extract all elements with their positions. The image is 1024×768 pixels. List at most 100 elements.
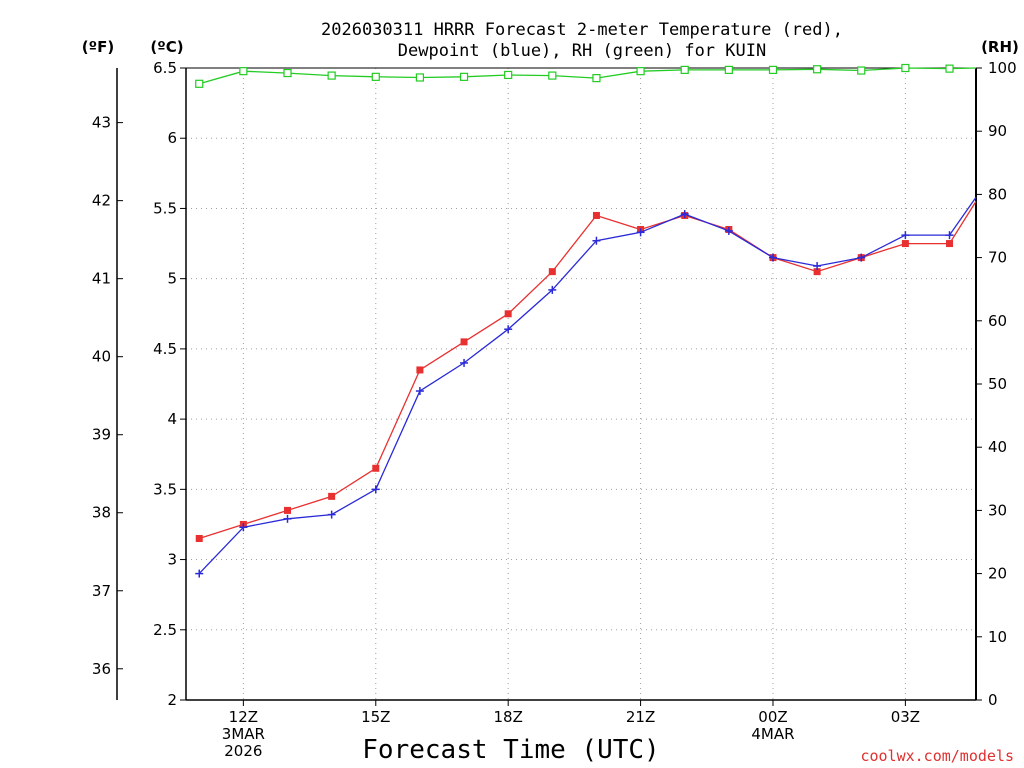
c-tick-label: 5.5 — [153, 199, 177, 217]
dewpoint-point — [415, 387, 424, 396]
c-tick-label: 2 — [167, 691, 177, 709]
rh-point — [724, 65, 733, 74]
c-tick-label: 5 — [167, 270, 177, 288]
c-tick-label: 6 — [167, 129, 177, 147]
dewpoint-point — [768, 253, 777, 262]
f-tick-label: 41 — [92, 270, 111, 288]
axes — [116, 67, 982, 706]
rh-tick-label: 0 — [988, 691, 998, 709]
temperature-point — [372, 464, 380, 472]
c-tick-label: 4.5 — [153, 340, 177, 358]
rh-tick-label: 20 — [988, 565, 1007, 583]
rh-point — [283, 68, 292, 78]
rh-unit-label: (RH) — [981, 38, 1019, 56]
x-tick-label: 21Z — [626, 708, 655, 726]
credit-link[interactable]: coolwx.com/models — [860, 747, 1014, 765]
c-tick-label: 2.5 — [153, 621, 177, 639]
f-tick-label: 38 — [92, 504, 111, 522]
chart-title-line-2: Dewpoint (blue), RH (green) for KUIN — [398, 41, 766, 61]
rh-tick-label: 40 — [988, 438, 1007, 456]
x-tick-label: 12Z — [229, 708, 258, 726]
x-tick-label: 3MAR — [222, 725, 265, 743]
c-tick-label: 3 — [167, 551, 177, 569]
data-series — [195, 63, 977, 578]
x-tick-label: 03Z — [891, 708, 920, 726]
temperature-series-line — [199, 201, 977, 540]
dewpoint-point — [636, 228, 645, 237]
x-tick-label: 4MAR — [751, 725, 794, 743]
dewpoint-point — [592, 236, 601, 245]
rh-tick-label: 100 — [988, 59, 1017, 77]
dewpoint-point — [460, 358, 469, 367]
rh-point — [371, 72, 380, 81]
temperature-point — [548, 268, 556, 276]
rh-point — [239, 67, 248, 76]
x-tick-label: 15Z — [361, 708, 390, 726]
dewpoint-point — [857, 253, 866, 262]
fahrenheit-unit-label: (ºF) — [82, 38, 114, 56]
x-tick-label: 2026 — [224, 742, 262, 760]
c-tick-label: 3.5 — [153, 480, 177, 498]
rh-point — [592, 74, 601, 83]
dewpoint-point — [195, 569, 204, 578]
rh-point — [636, 67, 645, 76]
celsius-unit-label: (ºC) — [150, 38, 183, 56]
rh-point — [195, 79, 204, 88]
rh-point — [768, 65, 778, 74]
rh-point — [680, 65, 689, 74]
f-tick-label: 42 — [92, 192, 111, 210]
dewpoint-point — [548, 285, 557, 294]
dewpoint-point — [504, 325, 513, 334]
rh-point — [504, 70, 513, 80]
dewpoint-point — [945, 231, 954, 240]
rh-point — [327, 71, 336, 80]
rh-point — [459, 72, 469, 81]
dewpoint-point — [371, 485, 380, 494]
rh-point — [857, 66, 866, 75]
dewpoint-point — [239, 523, 248, 532]
temperature-point — [195, 534, 203, 542]
rh-point — [415, 73, 425, 82]
c-tick-label: 6.5 — [153, 59, 177, 77]
dewpoint-point — [901, 231, 910, 240]
temperature-point — [460, 338, 468, 346]
dewpoint-point — [283, 514, 292, 523]
dewpoint-series-line — [198, 196, 977, 575]
temperature-point — [328, 492, 336, 500]
rh-tick-label: 60 — [988, 312, 1007, 330]
grid-lines — [186, 67, 976, 701]
f-tick-label: 40 — [92, 348, 111, 366]
temperature-point — [416, 366, 424, 374]
temperature-point — [946, 240, 954, 248]
x-tick-label: 00Z — [758, 708, 787, 726]
dewpoint-point — [680, 210, 689, 219]
temperature-point — [284, 506, 292, 514]
rh-tick-label: 10 — [988, 628, 1007, 646]
rh-point — [945, 64, 954, 73]
x-tick-label: 18Z — [493, 708, 522, 726]
rh-tick-label: 50 — [988, 375, 1007, 393]
rh-point — [901, 63, 910, 73]
rh-tick-label: 70 — [988, 249, 1007, 267]
c-tick-label: 4 — [167, 410, 177, 428]
chart-title-line-1: 2026030311 HRRR Forecast 2-meter Tempera… — [321, 20, 843, 40]
temperature-point — [901, 240, 909, 248]
rh-tick-label: 90 — [988, 122, 1007, 140]
rh-tick-label: 30 — [988, 501, 1007, 519]
dewpoint-point — [327, 510, 336, 519]
f-tick-label: 43 — [92, 114, 111, 132]
temperature-point — [592, 211, 600, 219]
f-tick-label: 39 — [92, 426, 111, 444]
dewpoint-point — [813, 262, 822, 271]
rh-tick-label: 80 — [988, 185, 1007, 203]
rh-point — [548, 71, 557, 80]
rh-point — [813, 65, 822, 74]
f-tick-label: 37 — [92, 582, 111, 600]
x-axis-label: Forecast Time (UTC) — [362, 735, 659, 765]
temperature-point — [504, 310, 512, 318]
temperature-point — [813, 268, 821, 276]
f-tick-label: 36 — [92, 660, 111, 678]
